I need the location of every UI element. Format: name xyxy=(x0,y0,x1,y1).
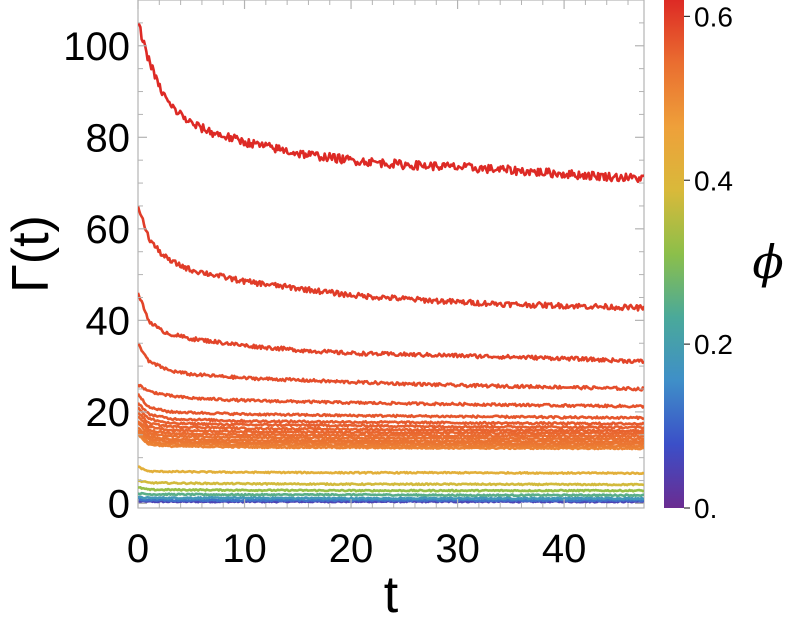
x-axis: 0 10 20 30 40 xyxy=(127,0,629,571)
y-tick-label: 80 xyxy=(86,116,131,160)
x-tick-label: 20 xyxy=(329,527,374,571)
series-line-2 xyxy=(138,495,644,501)
x-tick-label: 0 xyxy=(127,527,149,571)
plot-frame xyxy=(137,0,645,509)
y-tick-label: 40 xyxy=(86,299,131,343)
series-line-15 xyxy=(138,406,644,430)
series-line-18 xyxy=(138,383,644,409)
series-line-3 xyxy=(138,491,644,498)
colorbar-tick-label: 0. xyxy=(694,493,717,524)
y-tick-label: 60 xyxy=(86,208,131,252)
series-layer xyxy=(138,22,644,504)
series-line-8 xyxy=(138,431,644,449)
colorbar xyxy=(664,0,684,508)
y-tick-label: 20 xyxy=(86,391,131,435)
series-line-22 xyxy=(138,22,644,184)
series-line-6 xyxy=(138,465,644,476)
colorbar-title: ϕ xyxy=(752,235,783,289)
y-axis-title: Γ(t) xyxy=(2,215,60,293)
colorbar-tick-label: 0.4 xyxy=(694,165,733,196)
series-line-9 xyxy=(138,429,644,446)
x-tick-label: 10 xyxy=(222,527,267,571)
y-tick-label: 100 xyxy=(63,25,130,69)
series-line-17 xyxy=(138,393,644,421)
series-line-5 xyxy=(138,479,644,487)
series-line-19 xyxy=(138,342,644,392)
series-line-11 xyxy=(138,422,644,441)
colorbar-tick-label: 0.2 xyxy=(694,329,733,360)
x-tick-label: 40 xyxy=(542,527,587,571)
series-line-14 xyxy=(138,411,644,433)
series-line-10 xyxy=(138,426,644,444)
x-axis-title: t xyxy=(384,566,399,624)
series-line-21 xyxy=(138,205,644,312)
colorbar-axis: 0. 0.2 0.4 0.6 xyxy=(684,1,733,524)
y-axis: 0 20 40 60 80 100 xyxy=(63,22,644,526)
series-line-4 xyxy=(138,486,644,493)
series-line-20 xyxy=(138,292,644,365)
series-line-13 xyxy=(138,415,644,436)
colorbar-tick-label: 0.6 xyxy=(694,1,733,32)
series-line-7 xyxy=(138,433,644,451)
series-line-16 xyxy=(138,402,644,426)
y-tick-label: 0 xyxy=(108,482,130,526)
x-tick-label: 30 xyxy=(435,527,480,571)
series-line-12 xyxy=(138,420,644,439)
